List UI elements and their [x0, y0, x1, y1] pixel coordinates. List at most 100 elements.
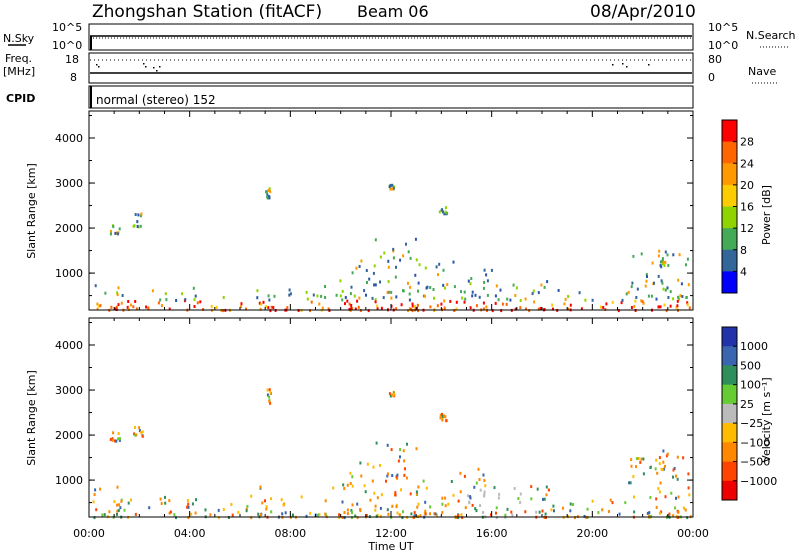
velocity-echo-cell: [687, 472, 690, 476]
power-echo-cell: [679, 294, 682, 298]
power-echo-cell: [360, 259, 363, 263]
power-echo-cell: [355, 266, 358, 270]
velocity-echo-cell: [118, 438, 121, 442]
power-echo-cell: [666, 286, 669, 290]
nsearch-label: N.Search: [746, 29, 796, 42]
power-echo-cell: [320, 294, 323, 298]
power-echo-cell: [318, 302, 321, 306]
power-echo-cell: [444, 210, 447, 214]
velocity-echo-cell: [281, 512, 284, 516]
velocity-echo-cell: [597, 511, 600, 515]
power-echo-cell: [664, 288, 667, 292]
velocity-echo-cell: [637, 457, 640, 460]
velocity-echo-cell: [662, 460, 665, 464]
power-echo-cell: [409, 285, 412, 289]
velocity-echo-cell: [497, 496, 500, 500]
power-echo-cell: [463, 300, 466, 304]
power-echo-cell: [636, 287, 639, 291]
power-echo-cell: [442, 210, 444, 214]
velocity-echo-cell: [343, 511, 346, 514]
velocity-echo-cell: [245, 509, 248, 513]
velocity-echo-cell: [519, 492, 522, 496]
velocity-echo-cell: [661, 468, 664, 472]
power-echo-cell: [443, 286, 446, 290]
power-echo-cell: [94, 284, 97, 288]
velocity-echo-cell: [164, 495, 166, 499]
power-echo-cell: [267, 306, 270, 310]
power-echo-cell: [424, 266, 427, 270]
velocity-echo-cell: [116, 503, 119, 507]
velocity-echo-cell: [657, 487, 660, 491]
velocity-panel: [88, 317, 694, 518]
velocity-echo-cell: [530, 497, 533, 501]
velocity-colorbar-tick-label: −25: [740, 417, 763, 430]
velocity-echo-cell: [630, 464, 633, 468]
velocity-echo-cell: [261, 501, 264, 505]
velocity-echo-cell: [467, 494, 469, 498]
power-echo-cell: [382, 296, 385, 300]
power-echo-cell: [667, 296, 670, 299]
power-echo-cell: [245, 307, 247, 311]
power-echo-cell: [363, 289, 366, 293]
velocity-echo-cell: [632, 475, 635, 479]
power-echo-cell: [109, 232, 112, 236]
velocity-echo-cell: [404, 467, 406, 471]
power-echo-cell: [366, 281, 368, 284]
velocity-echo-cell: [269, 401, 272, 405]
power-echo-cell: [151, 289, 154, 293]
power-echo-cell: [591, 298, 594, 302]
power-echo-cell: [432, 288, 435, 291]
power-echo-cell: [417, 289, 419, 293]
power-echo-cell: [495, 284, 498, 288]
power-echo-cell: [446, 283, 449, 287]
power-echo-cell: [357, 305, 360, 309]
freq-unit: [MHz]: [3, 65, 35, 78]
power-echo-cell: [137, 213, 140, 217]
velocity-echo-cell: [386, 508, 389, 512]
velocity-echo-cell: [677, 495, 680, 499]
velocity-ytick-label: 1000: [55, 474, 83, 487]
velocity-echo-cell: [422, 479, 425, 483]
velocity-echo-cell: [113, 500, 116, 504]
power-echo-cell: [409, 307, 412, 311]
power-echo-cell: [533, 300, 536, 304]
power-echo-cell: [312, 293, 315, 297]
power-echo-cell: [136, 224, 139, 228]
power-echo-cell: [402, 254, 405, 258]
velocity-echo-cell: [187, 502, 190, 506]
power-echo-cell: [390, 290, 393, 294]
power-echo-cell: [116, 291, 119, 295]
velocity-echo-cell: [475, 509, 478, 513]
power-echo-cell: [117, 303, 120, 307]
power-echo-cell: [627, 290, 630, 294]
power-echo-cell: [266, 195, 269, 199]
velocity-echo-cell: [391, 393, 394, 397]
power-echo-cell: [653, 281, 655, 285]
power-echo-cell: [339, 279, 342, 283]
velocity-echo-cell: [642, 457, 645, 461]
power-echo-cell: [259, 307, 262, 311]
power-echo-cell: [647, 294, 650, 298]
velocity-echo-cell: [574, 516, 576, 520]
power-echo-cell: [376, 304, 379, 308]
power-echo-cell: [418, 263, 421, 267]
power-echo-cell: [497, 298, 500, 302]
velocity-echo-cell: [498, 492, 501, 496]
velocity-echo-cell: [259, 513, 262, 517]
velocity-colorbar-segment: [722, 403, 737, 424]
power-echo-cell: [264, 305, 267, 309]
power-echo-cell: [600, 305, 602, 309]
power-echo-cell: [389, 187, 392, 191]
velocity-echo-cell: [660, 467, 663, 471]
power-colorbar-segment: [722, 120, 737, 142]
velocity-echo-cell: [607, 510, 610, 513]
velocity-echo-cell: [356, 502, 359, 506]
power-echo-cell: [449, 299, 452, 303]
power-echo-cell: [193, 298, 196, 302]
velocity-echo-cell: [417, 485, 420, 489]
x-tick-label: 04:00: [174, 527, 206, 540]
velocity-echo-cell: [391, 474, 394, 477]
velocity-echo-cell: [257, 512, 260, 516]
power-echo-cell: [321, 306, 324, 310]
velocity-echo-cell: [360, 474, 363, 478]
